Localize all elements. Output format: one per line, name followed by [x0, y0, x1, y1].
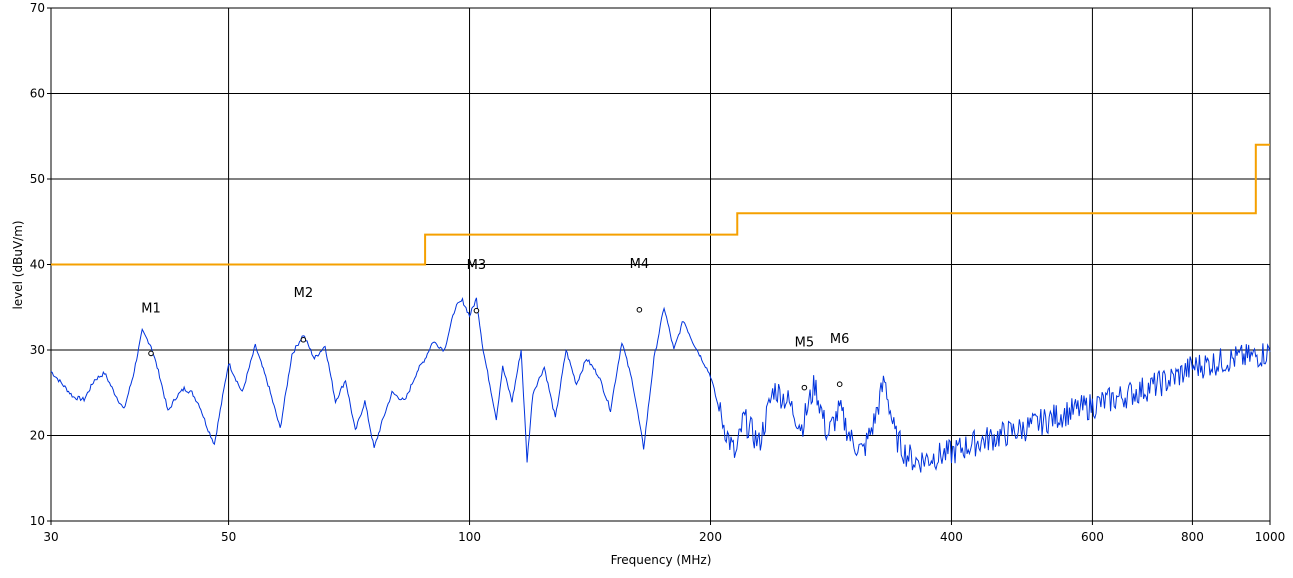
- marker-label: M1: [141, 301, 161, 316]
- measurement-trace: [50, 296, 1271, 473]
- y-tick-label: 60: [30, 87, 45, 101]
- marker-point: [148, 350, 154, 357]
- y-axis-title: level (dBuV/m): [11, 220, 25, 309]
- x-tick-label: 200: [699, 530, 722, 544]
- y-tick-label: 20: [30, 429, 45, 443]
- marker-label: M3: [467, 258, 487, 273]
- x-tick-label: 600: [1081, 530, 1104, 544]
- marker-label: M5: [795, 336, 815, 351]
- marker-label: M2: [294, 286, 314, 301]
- marker-point: [300, 336, 307, 343]
- grid: [47, 7, 1271, 525]
- x-tick-label: 30: [43, 530, 58, 544]
- x-tick-labels: 30 50 100 200 400 600 800 1000: [43, 530, 1285, 544]
- marker-point: [636, 307, 643, 313]
- marker-point: [801, 384, 808, 391]
- y-tick-label: 10: [30, 514, 45, 528]
- x-axis-title: Frequency (MHz): [611, 553, 712, 567]
- limit-line: [51, 143, 1270, 266]
- marker-point: [473, 307, 480, 314]
- x-tick-label: 400: [940, 530, 963, 544]
- marker-layer: M1 M2 M3 M4 M5 M6: [141, 257, 850, 391]
- marker-point: [836, 381, 843, 388]
- y-tick-label: 40: [30, 258, 45, 272]
- marker-label: M4: [630, 257, 650, 272]
- x-tick-label: 50: [221, 530, 236, 544]
- trace-layer: [50, 296, 1271, 473]
- x-tick-label: 1000: [1255, 530, 1286, 544]
- y-tick-labels: 10 20 30 40 50 60 70: [30, 1, 45, 528]
- y-tick-label: 50: [30, 172, 45, 186]
- marker-label: M6: [830, 332, 850, 347]
- y-tick-label: 30: [30, 343, 45, 357]
- x-tick-label: 100: [458, 530, 481, 544]
- x-tick-label: 800: [1181, 530, 1204, 544]
- y-tick-label: 70: [30, 1, 45, 15]
- limit-line-layer: [51, 143, 1270, 266]
